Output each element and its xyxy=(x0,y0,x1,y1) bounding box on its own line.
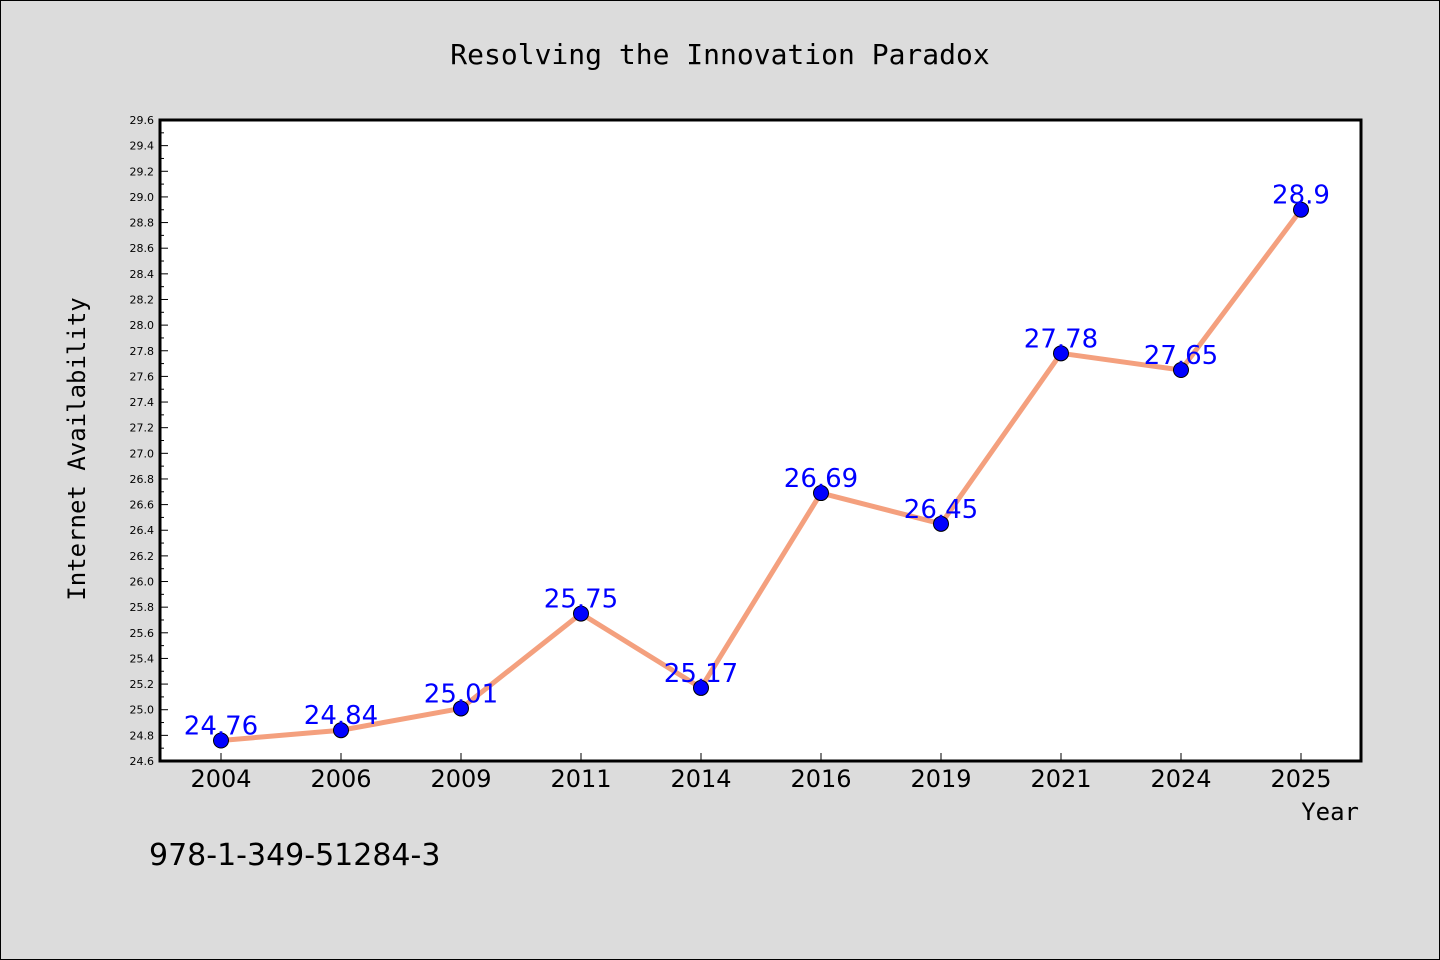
y-tick-label: 26.4 xyxy=(130,524,155,537)
y-tick-label: 27.0 xyxy=(130,447,155,460)
y-tick-label: 24.8 xyxy=(130,729,155,742)
y-tick-label: 26.8 xyxy=(130,473,155,486)
x-tick-label: 2024 xyxy=(1150,765,1211,793)
y-tick-label: 25.6 xyxy=(130,627,155,640)
data-label: 24.76 xyxy=(184,711,258,741)
data-label: 25.01 xyxy=(424,679,498,709)
x-tick-label: 2019 xyxy=(910,765,971,793)
y-tick-label: 24.6 xyxy=(130,755,155,768)
y-tick-label: 27.8 xyxy=(130,345,155,358)
y-axis: 24.6 24.8 25.0 25.2 25.4 25.6 25.8 26.0 26.2 26.4… xyxy=(130,114,168,768)
x-axis-title: Year xyxy=(1301,798,1359,826)
data-label: 24.84 xyxy=(304,701,378,731)
data-label: 25.75 xyxy=(544,585,618,615)
y-tick-label: 27.4 xyxy=(130,396,155,409)
data-point xyxy=(1053,345,1069,362)
y-tick-label: 26.6 xyxy=(130,499,155,512)
data-point xyxy=(933,515,949,532)
data-label: 27.78 xyxy=(1024,324,1098,354)
y-tick-label: 27.2 xyxy=(130,422,155,435)
data-label: 25.17 xyxy=(664,659,738,689)
y-tick-label: 25.2 xyxy=(130,678,155,691)
data-point xyxy=(1293,201,1309,218)
data-point xyxy=(693,679,709,696)
data-label: 26.45 xyxy=(904,495,978,525)
data-label: 26.69 xyxy=(784,464,858,494)
y-axis-title: Internet Availability xyxy=(63,297,91,600)
y-tick-label: 28.8 xyxy=(130,217,155,230)
x-tick-label: 2016 xyxy=(790,765,851,793)
x-tick-label: 2014 xyxy=(670,765,731,793)
data-label: 28.9 xyxy=(1272,181,1330,211)
plot-area xyxy=(158,118,1363,763)
y-tick-label: 29.2 xyxy=(130,165,155,178)
y-tick-label: 25.4 xyxy=(130,652,155,665)
x-tick-label: 2025 xyxy=(1270,765,1331,793)
series-line xyxy=(220,208,1304,743)
y-tick-label: 25.0 xyxy=(130,704,155,717)
isbn-footer: 978-1-349-51284-3 xyxy=(149,838,440,873)
x-tick-label: 2009 xyxy=(430,765,491,793)
y-tick-label: 29.0 xyxy=(130,191,155,204)
chart-title: Resolving the Innovation Paradox xyxy=(450,38,989,71)
y-tick-label: 27.6 xyxy=(130,370,155,383)
y-tick-label: 26.2 xyxy=(130,550,155,563)
data-point xyxy=(333,722,349,739)
data-labels: 24.76 24.84 25.01 25.75 25.17 26.69 26.45 27.78… xyxy=(184,181,1330,742)
x-axis: 2004 2006 2009 2011 2014 2016 2019 2021 2024 2025 xyxy=(190,753,1332,793)
x-tick-label: 2004 xyxy=(190,765,251,793)
y-tick-label: 28.6 xyxy=(130,242,155,255)
x-tick-label: 2006 xyxy=(310,765,371,793)
y-tick-label: 25.8 xyxy=(130,601,155,614)
y-tick-label: 29.6 xyxy=(130,114,155,127)
data-point xyxy=(573,605,589,622)
x-tick-label: 2021 xyxy=(1030,765,1091,793)
data-markers xyxy=(213,201,1309,749)
data-point xyxy=(1173,361,1189,378)
y-tick-label: 28.4 xyxy=(130,268,155,281)
y-tick-label: 29.4 xyxy=(130,140,155,153)
y-tick-label: 28.2 xyxy=(130,293,155,306)
data-point xyxy=(453,700,469,717)
x-tick-label: 2011 xyxy=(550,765,611,793)
data-point xyxy=(213,732,229,749)
y-tick-label: 26.0 xyxy=(130,576,155,589)
y-tick-label: 28.0 xyxy=(130,319,155,332)
data-label: 27.65 xyxy=(1144,341,1218,371)
data-point xyxy=(813,485,829,502)
